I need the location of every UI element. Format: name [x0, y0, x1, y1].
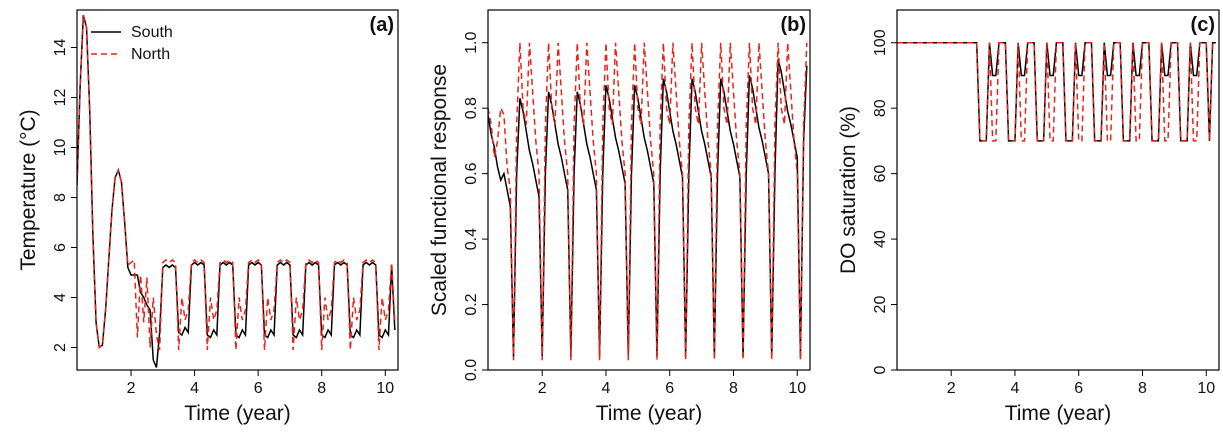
x-tick-label: 6 [665, 380, 674, 397]
y-tick-label: 14 [52, 39, 69, 57]
series-line [77, 14, 396, 351]
x-tick-label: 8 [317, 380, 326, 397]
series-line [488, 58, 808, 357]
series-line [488, 42, 808, 361]
plot-frame [896, 9, 1220, 371]
x-tick-label: 8 [1138, 380, 1147, 397]
x-tick-label: 2 [538, 380, 547, 397]
panel: 2 4 6 8 10 2 4 6 8 10 12 14 Time (year) Temperature (… [17, 9, 399, 425]
x-tick-label: 2 [127, 380, 136, 397]
y-tick-label: 0 [872, 365, 889, 374]
panel-label: (c) [1191, 14, 1215, 36]
y-tick-label: 2 [52, 343, 69, 352]
x-tick-label: 4 [602, 380, 611, 397]
x-tick-label: 6 [254, 380, 263, 397]
x-tick-label: 10 [788, 380, 806, 397]
legend-label: South [131, 24, 173, 41]
x-tick-label: 10 [1197, 380, 1215, 397]
x-tick-label: 4 [1011, 380, 1020, 397]
x-tick-label: 8 [729, 380, 738, 397]
y-tick-label: 6 [52, 243, 69, 252]
x-tick-label: 10 [376, 380, 394, 397]
x-tick-label: 4 [190, 380, 199, 397]
y-axis-label: DO saturation (%) [837, 106, 860, 274]
series-line [897, 41, 1216, 142]
y-tick-label: 8 [52, 193, 69, 202]
y-tick-label: 0.8 [463, 97, 480, 119]
x-tick-label: 2 [947, 380, 956, 397]
series-line [77, 14, 396, 368]
plot-frame [76, 9, 399, 371]
panel: 2 4 6 8 10 0.0 0.2 0.4 0.6 0.8 1.0 Time (year) Scale… [428, 9, 811, 425]
y-tick-label: 4 [52, 293, 69, 302]
y-tick-label: 10 [52, 139, 69, 157]
x-axis-label: Time (year) [596, 402, 703, 425]
y-tick-label: 20 [872, 296, 889, 314]
panel-label: (b) [780, 14, 806, 36]
y-tick-label: 12 [52, 89, 69, 107]
y-tick-label: 80 [872, 99, 889, 117]
y-tick-label: 60 [872, 165, 889, 183]
x-axis-label: Time (year) [184, 402, 291, 425]
x-tick-label: 6 [1074, 380, 1083, 397]
panel-label: (a) [370, 14, 394, 36]
y-tick-label: 0.6 [463, 162, 480, 184]
plot-frame [487, 9, 811, 371]
y-tick-label: 0.4 [463, 228, 480, 250]
y-axis-label: Temperature (°C) [17, 109, 40, 270]
legend-label: North [131, 46, 170, 63]
y-tick-label: 0.2 [463, 293, 480, 315]
y-tick-label: 1.0 [463, 32, 480, 54]
x-axis-label: Time (year) [1005, 402, 1112, 425]
y-tick-label: 0.0 [463, 359, 480, 381]
y-axis-label: Scaled functional response [428, 64, 451, 316]
y-tick-label: 100 [872, 29, 889, 56]
y-tick-label: 40 [872, 230, 889, 248]
